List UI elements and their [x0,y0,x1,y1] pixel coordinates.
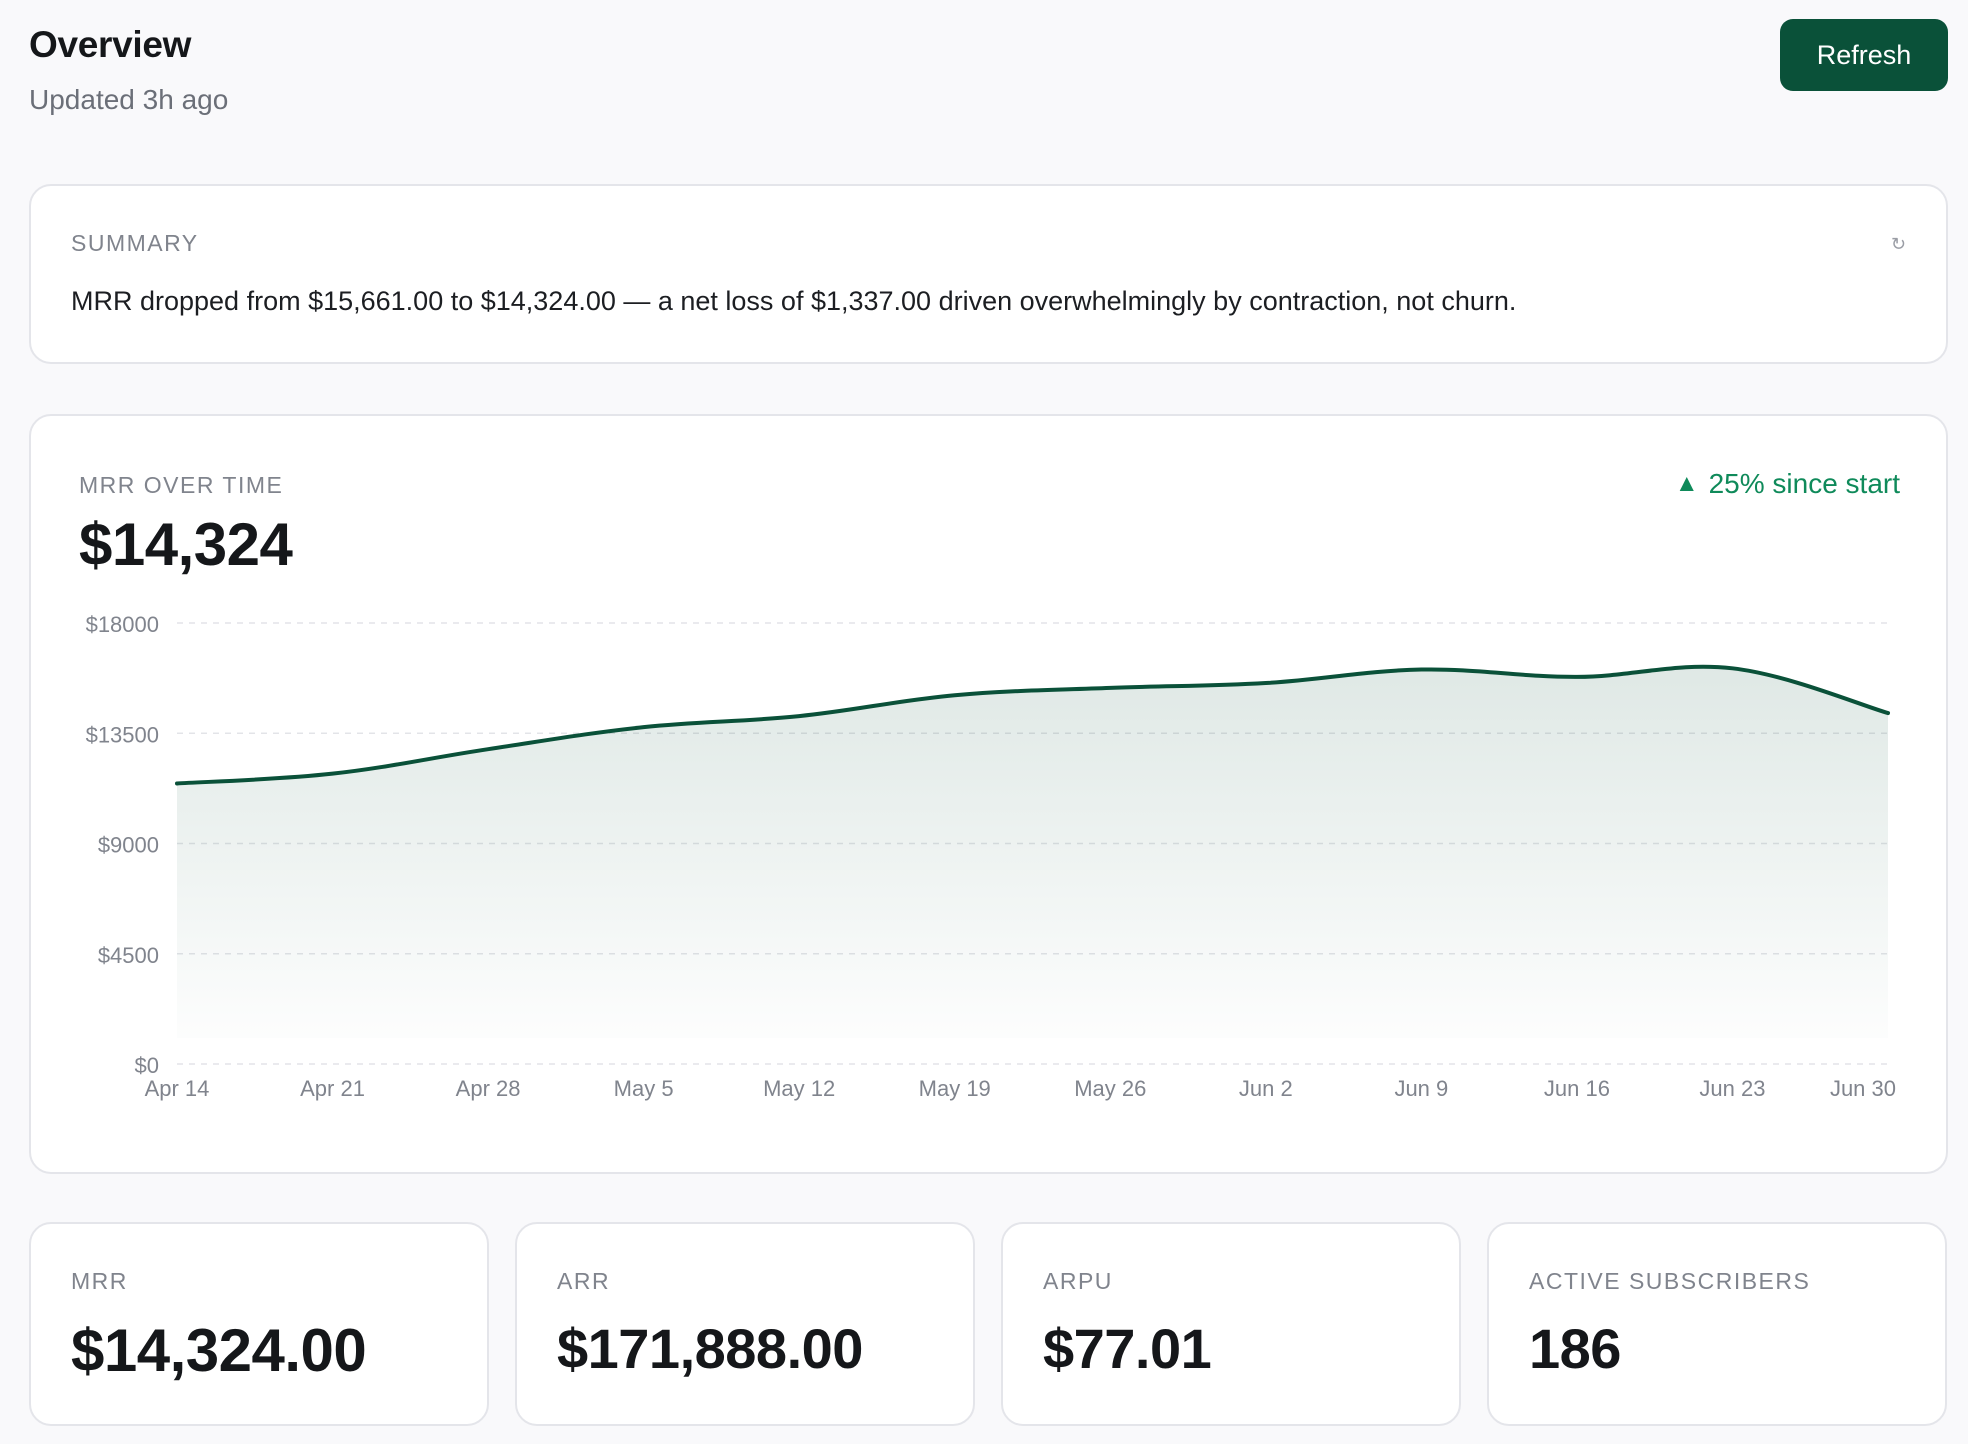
metric-value-active-subscribers: 186 [1529,1317,1621,1380]
y-tick-label: $0 [135,1053,159,1078]
y-tick-label: $4500 [98,943,159,968]
x-tick-label: Jun 16 [1544,1076,1610,1101]
mrr-series-line [175,664,1890,786]
summary-label: SUMMARY [71,230,199,256]
metric-label-active-subscribers: ACTIVE SUBSCRIBERS [1529,1268,1811,1294]
metric-label-mrr: MRR [71,1268,128,1294]
y-tick-label: $9000 [98,833,159,858]
x-tick-label: Jun 2 [1239,1076,1293,1101]
y-tick-label: $13500 [86,722,159,747]
metric-card-arr: ARR $171,888.00 [515,1222,975,1426]
summary-text: MRR dropped from $15,661.00 to $14,324.0… [71,286,1517,316]
metric-card-active-subscribers: ACTIVE SUBSCRIBERS 186 [1487,1222,1947,1426]
x-tick-label: May 19 [919,1076,991,1101]
up-arrow-icon: ▲ [1674,470,1699,497]
y-tick-label: $18000 [86,612,159,637]
x-tick-label: Apr 21 [300,1076,365,1101]
x-tick-label: Apr 28 [456,1076,521,1101]
metric-value-arr: $171,888.00 [557,1317,863,1380]
metric-card-mrr: MRR $14,324.00 [29,1222,489,1426]
chart-label: MRR OVER TIME [79,472,284,498]
x-tick-label: Jun 23 [1699,1076,1765,1101]
summary-card: SUMMARY ↻ MRR dropped from $15,661.00 to… [29,184,1948,364]
x-tick-label: May 26 [1074,1076,1146,1101]
metric-label-arpu: ARPU [1043,1268,1113,1294]
page-subtitle: Updated 3h ago [29,84,229,115]
refresh-button[interactable]: Refresh [1780,19,1948,91]
x-tick-label: Apr 14 [145,1076,210,1101]
x-tick-label: Jun 9 [1394,1076,1448,1101]
chart-change-badge: ▲ 25% since start [1675,468,1900,500]
mrr-area-fill [177,666,1888,1038]
x-tick-label: May 5 [614,1076,674,1101]
page-title: Overview [29,24,192,65]
x-tick-label: May 12 [763,1076,835,1101]
metric-label-arr: ARR [557,1268,611,1294]
mrr-chart-card: MRR OVER TIME $14,324 ▲ 25% since start … [29,414,1948,1174]
chart-current-value: $14,324 [79,511,293,578]
metric-card-arpu: ARPU $77.01 [1001,1222,1461,1426]
x-tick-label: Jun 30 [1830,1076,1896,1101]
metric-value-arpu: $77.01 [1043,1317,1212,1380]
chart-change-text: 25% since start [1708,468,1900,499]
refresh-icon[interactable]: ↻ [1890,234,1906,254]
metric-value-mrr: $14,324.00 [71,1317,367,1384]
